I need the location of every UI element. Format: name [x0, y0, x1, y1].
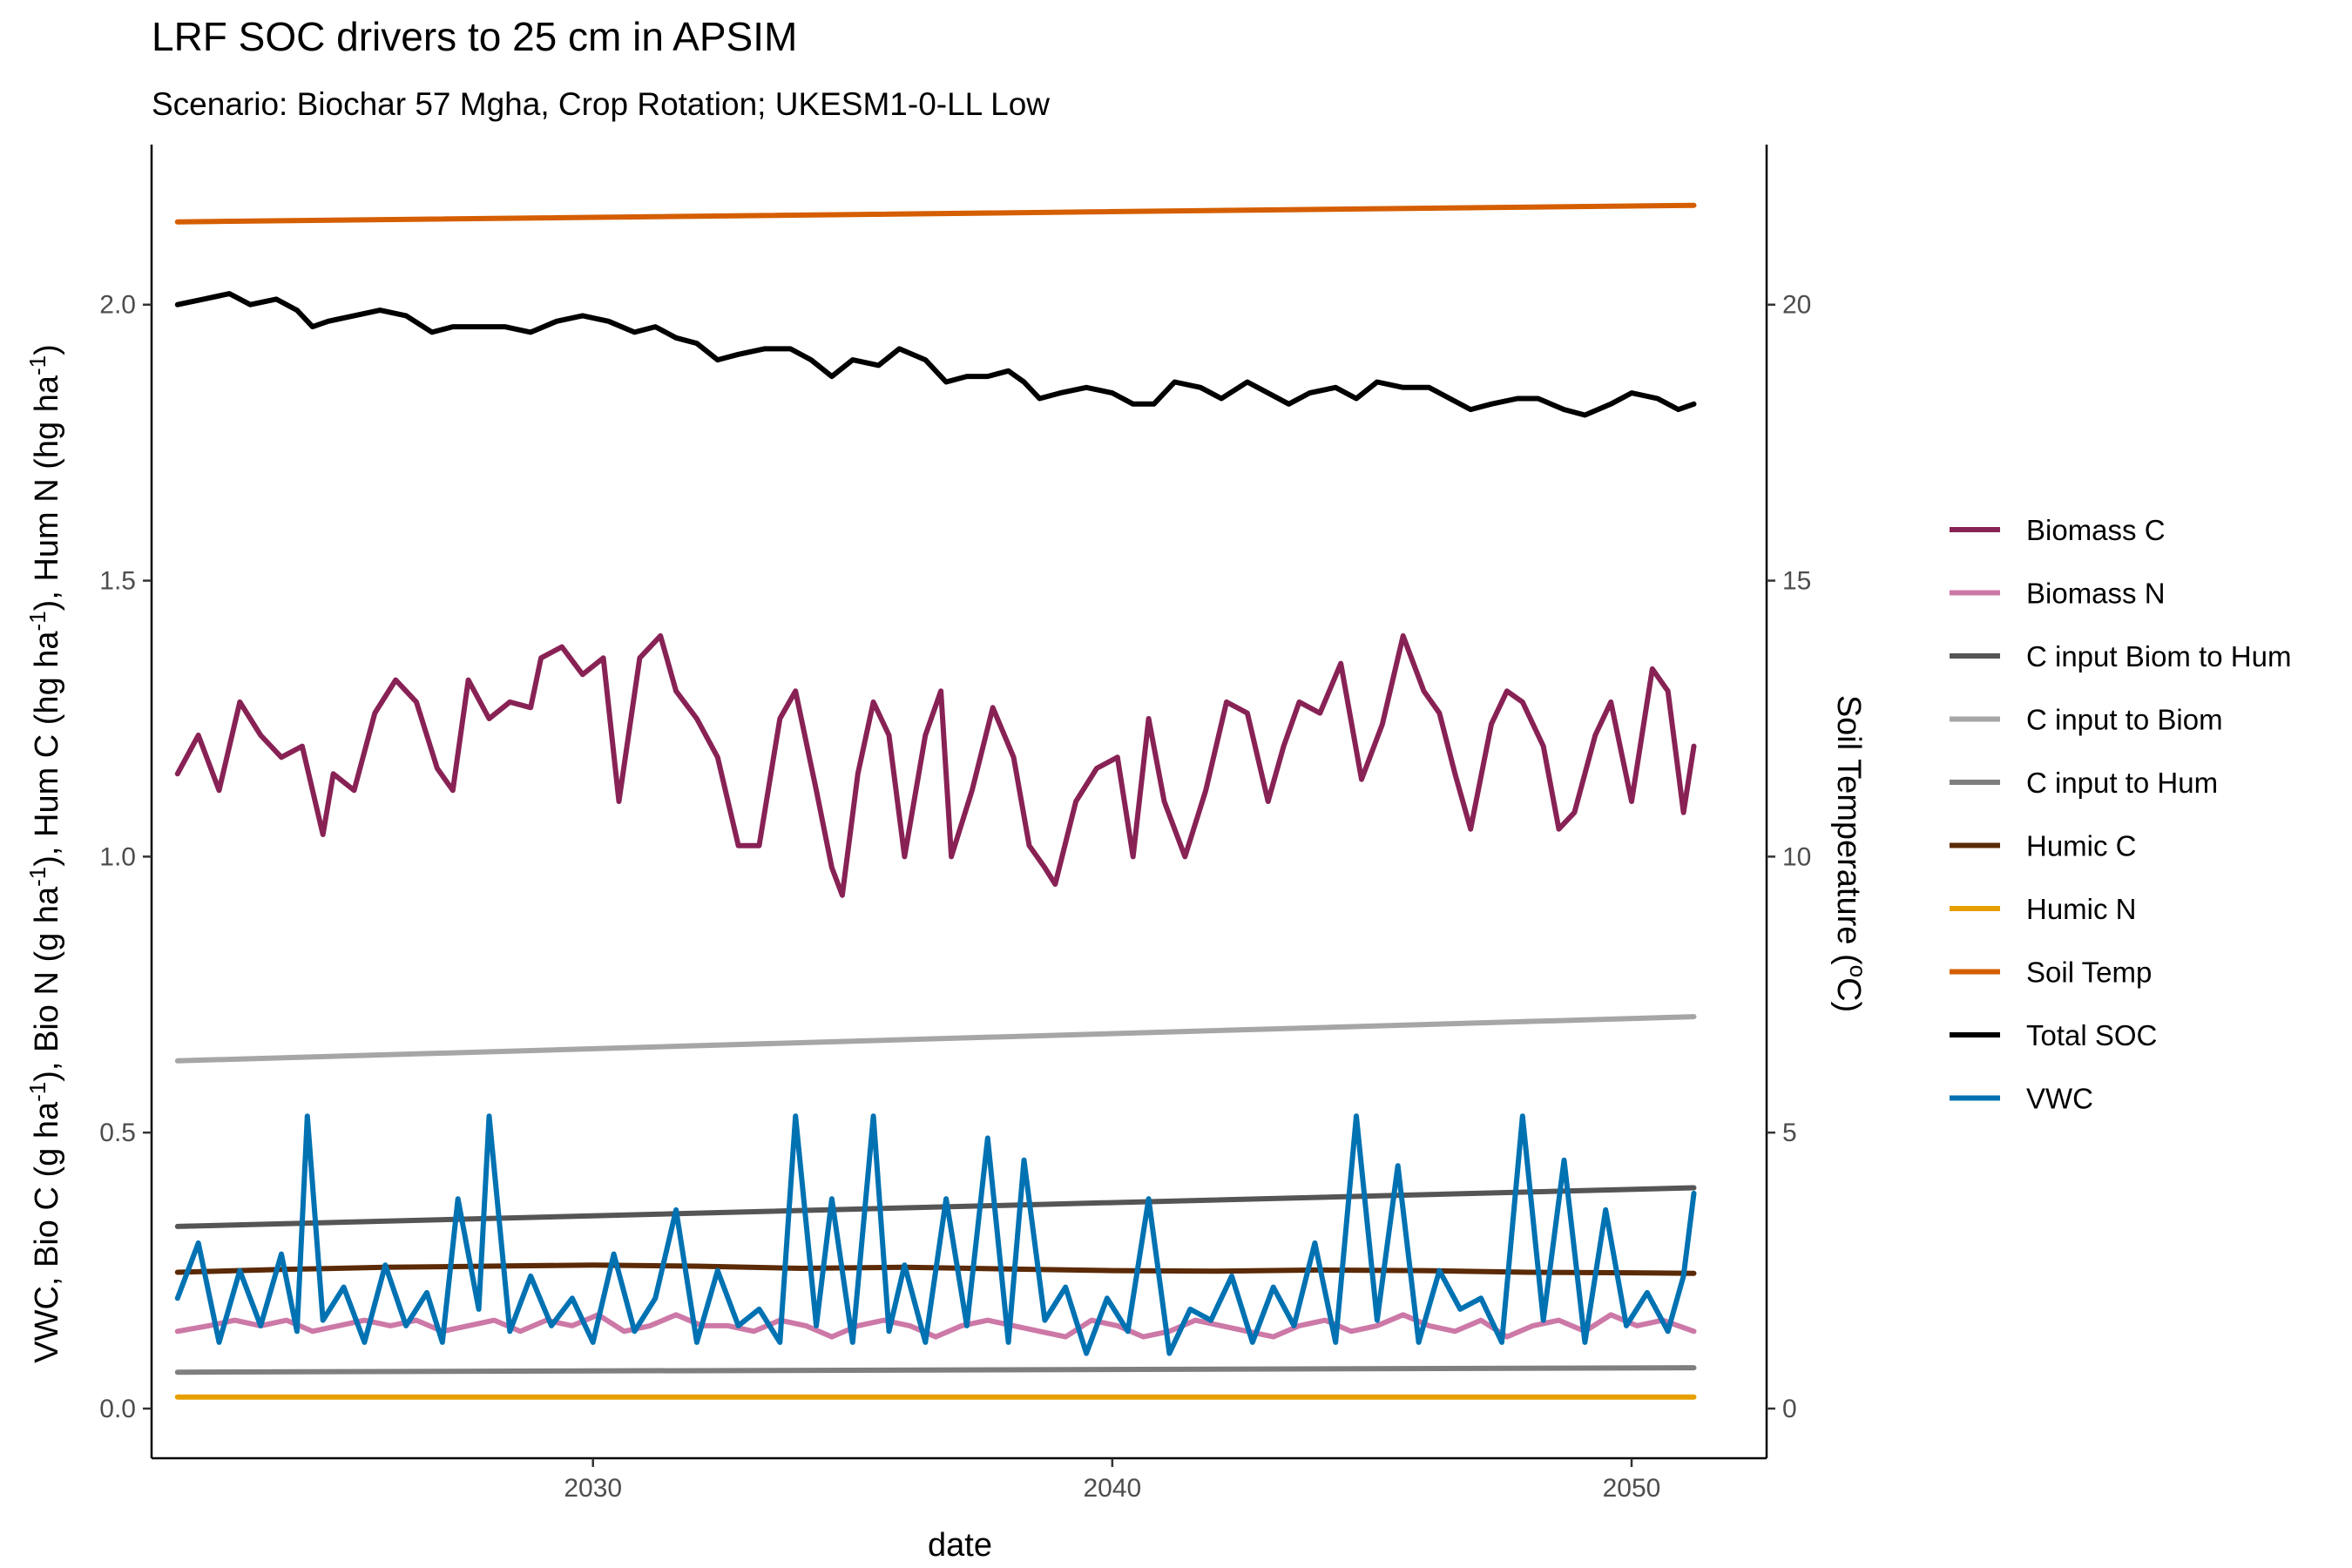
legend-label-c-input-biom-to-hum: C input Biom to Hum: [2026, 640, 2291, 672]
legend-label-c-input-to-hum: C input to Hum: [2026, 767, 2218, 799]
y-tick-label: 1.0: [99, 842, 136, 871]
series-line-c-input-biom-to-hum: [174, 1185, 1697, 1229]
y2-tick-label: 10: [1782, 842, 1811, 871]
y-axis-title: VWC, Bio C (g ha-1​), Bio N (g ha-1​), H…: [24, 344, 65, 1363]
legend-label-soil-temp: Soil Temp: [2026, 956, 2152, 989]
series-line-biomass-n: [174, 1312, 1697, 1340]
x-tick-label: 2030: [564, 1474, 622, 1503]
legend-label-humic-c: Humic C: [2026, 830, 2137, 862]
y2-tick-label: 15: [1782, 567, 1811, 596]
series-line-c-input-to-biom: [174, 1014, 1697, 1064]
x-axis-title: date: [928, 1527, 992, 1564]
series-layer: [174, 202, 1697, 1400]
chart-title: LRF SOC drivers to 25 cm in APSIM: [152, 14, 797, 59]
y-tick-label: 2.0: [99, 291, 136, 320]
series-line-soil-temp: [174, 202, 1697, 225]
y2-tick-label: 20: [1782, 291, 1811, 320]
axes-layer: 0.0 0.5 1.0 1.5 2.0 0 5 10 15 20 2030 2040 2050: [99, 145, 1811, 1503]
y-tick-label: 1.5: [99, 567, 136, 596]
chart-subtitle: Scenario: Biochar 57 Mgha, Crop Rotation…: [152, 86, 1050, 122]
x-tick-label: 2050: [1603, 1474, 1661, 1503]
series-line-total-soc: [174, 291, 1697, 418]
y2-tick-label: 5: [1782, 1119, 1797, 1147]
legend: Biomass C Biomass N C input Biom to Hum C i…: [1950, 514, 2291, 1115]
legend-label-biomass-n: Biomass N: [2026, 578, 2166, 610]
series-line-vwc: [174, 1113, 1697, 1356]
y2-axis-title: Soil Temperature (o​C): [1830, 695, 1871, 1012]
series-line-biomass-c: [174, 632, 1697, 898]
legend-label-biomass-c: Biomass C: [2026, 514, 2166, 546]
y-tick-label: 0.0: [99, 1395, 136, 1423]
legend-label-humic-n: Humic N: [2026, 893, 2137, 925]
y2-tick-label: 0: [1782, 1395, 1797, 1423]
legend-label-c-input-to-biom: C input to Biom: [2026, 704, 2223, 736]
y-tick-label: 0.5: [99, 1119, 136, 1147]
legend-label-vwc: VWC: [2026, 1083, 2093, 1115]
series-line-c-input-to-hum: [174, 1365, 1697, 1375]
legend-label-total-soc: Total SOC: [2026, 1019, 2157, 1051]
x-tick-label: 2040: [1083, 1474, 1141, 1503]
